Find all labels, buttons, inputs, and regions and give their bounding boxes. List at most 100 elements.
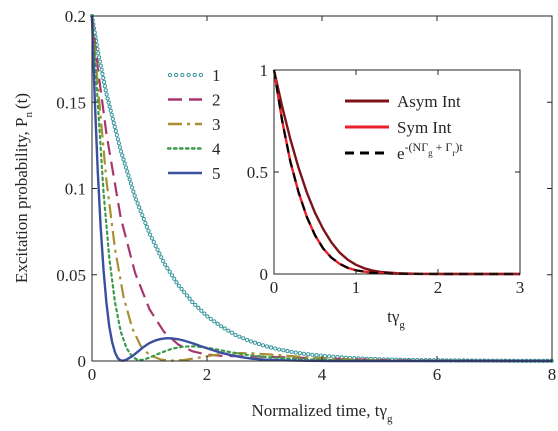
main-series-1-point	[104, 92, 109, 97]
main-series-1-point	[126, 173, 131, 178]
main-series-1-point	[269, 345, 274, 350]
main-legend-item-2: 2	[168, 91, 221, 110]
inset-y-tick-label: 1	[260, 61, 269, 80]
main-series-1-point	[176, 283, 181, 288]
main-series-1-point	[96, 51, 101, 56]
main-legend-marker	[180, 72, 185, 78]
main-x-tick-label: 4	[318, 365, 327, 384]
main-series-1-point	[184, 293, 189, 298]
main-series-1-point	[130, 185, 135, 190]
main-series-1-point	[202, 311, 207, 316]
main-series-1-point	[252, 340, 257, 345]
inset-x-tick-label: 2	[434, 278, 443, 297]
main-series-1-point	[110, 116, 115, 121]
main-series-1-point	[135, 201, 140, 206]
main-series-1-point	[277, 347, 282, 352]
main-series-1-point	[109, 112, 114, 117]
main-x-tick-label: 6	[433, 365, 442, 384]
main-series-1-point	[233, 332, 238, 338]
inset-legend-label: Asym Int	[397, 92, 461, 111]
main-series-1-point	[122, 161, 127, 166]
main-series-1-point	[157, 251, 162, 256]
main-series-1-point	[190, 299, 195, 304]
main-series-1-point	[256, 341, 261, 347]
main-legend-label: 1	[212, 66, 221, 85]
main-series-1-point	[237, 334, 242, 339]
inset-y-tick-label: 0	[260, 265, 269, 284]
main-series-1-point	[163, 262, 168, 267]
main-series-1-point	[127, 177, 132, 182]
main-series-1-point	[205, 314, 210, 319]
main-series-1-point	[241, 336, 246, 341]
main-x-tick-label: 8	[548, 365, 557, 384]
main-x-tick-label: 2	[203, 365, 212, 384]
main-y-tick-label: 0.2	[65, 7, 86, 26]
inset-ticks-layer: 0 1 2 3 0 0.5 1	[247, 61, 525, 297]
main-y-axis-label: Excitation probability, Pn(t)	[12, 93, 35, 283]
main-series-1-point	[97, 59, 103, 64]
main-series-1-point	[146, 228, 151, 233]
main-legend-marker	[186, 72, 191, 78]
main-series-1-point	[105, 96, 110, 101]
main-series-1-point	[208, 316, 213, 321]
main-series-1-point	[281, 348, 286, 353]
main-series-1-point	[222, 326, 227, 331]
main-series-1-point	[169, 273, 174, 278]
main-series-1-point	[273, 346, 278, 351]
main-series-1-point	[131, 189, 136, 194]
main-series-4-line	[90, 14, 554, 363]
main-series-1-point	[103, 88, 108, 93]
main-series-1-point	[196, 305, 201, 310]
main-series-1-point	[132, 193, 137, 198]
main-series-1-point	[215, 321, 220, 326]
main-y-tick-label: 0.15	[56, 93, 86, 112]
inset-x-tick-label: 0	[270, 278, 279, 297]
main-series-1-point	[141, 217, 146, 222]
main-series-1-point	[120, 153, 125, 158]
main-series-1-point	[149, 236, 155, 241]
main-series-1-point	[327, 354, 332, 359]
main-ticks-layer: 0 2 4 6 8 0 0.05 0.1 0.15 0.2	[56, 7, 556, 384]
main-legend-item-3: 3	[168, 115, 221, 134]
main-series-1-point	[143, 220, 148, 226]
main-series-1-point	[118, 149, 124, 154]
main-legend-item-1: 1	[167, 66, 221, 85]
main-series-1-point	[100, 71, 105, 76]
main-series-1-point	[297, 351, 302, 356]
main-series-1-point	[285, 349, 290, 354]
inset-y-tick-label: 0.5	[247, 163, 268, 182]
inset-x-tick-label: 1	[352, 278, 361, 297]
inset-legend-item-2: Sym Int	[345, 118, 452, 137]
main-legend: 1 2 3 4 5	[166, 66, 221, 183]
main-series-1-point	[161, 258, 166, 264]
inset-plot-area	[274, 70, 520, 274]
main-series-1-point	[153, 243, 158, 248]
main-series-1-point	[108, 108, 113, 113]
main-series-1-point	[151, 240, 156, 245]
main-series-5-line	[90, 15, 552, 363]
inset-legend: Asym Int Sym Int e-(NΓg + Γr)t	[345, 92, 463, 163]
main-series-1-point	[125, 169, 130, 174]
main-series-1-point	[137, 205, 142, 210]
main-y-tick-label: 0.05	[56, 266, 86, 285]
main-series-1-point	[115, 137, 120, 142]
inset-legend-item-1: Asym Int	[345, 92, 461, 111]
main-series-1-point	[182, 290, 187, 295]
main-series-1-point	[199, 308, 204, 313]
main-series-1-point	[226, 328, 231, 333]
main-series-1-point	[245, 337, 250, 342]
main-series-1-point	[102, 80, 107, 85]
main-series-1-point	[174, 280, 179, 285]
main-legend-marker	[174, 72, 179, 78]
main-series-1-point	[310, 352, 315, 357]
main-series-1-point	[301, 351, 307, 356]
main-series-1-point	[172, 276, 177, 281]
main-series-1-point	[111, 120, 116, 125]
main-series-1-point	[99, 67, 104, 72]
main-legend-item-5: 5	[168, 164, 221, 183]
main-legend-label: 2	[212, 91, 221, 110]
main-series-1-point	[121, 157, 126, 162]
inset-chart: 0 1 2 3 0 0.5 1 tγg Asym Int Sym Int e-(NΓg + Γr…	[247, 61, 525, 331]
main-series-1-point	[134, 197, 139, 202]
main-series-1-point	[98, 63, 103, 68]
